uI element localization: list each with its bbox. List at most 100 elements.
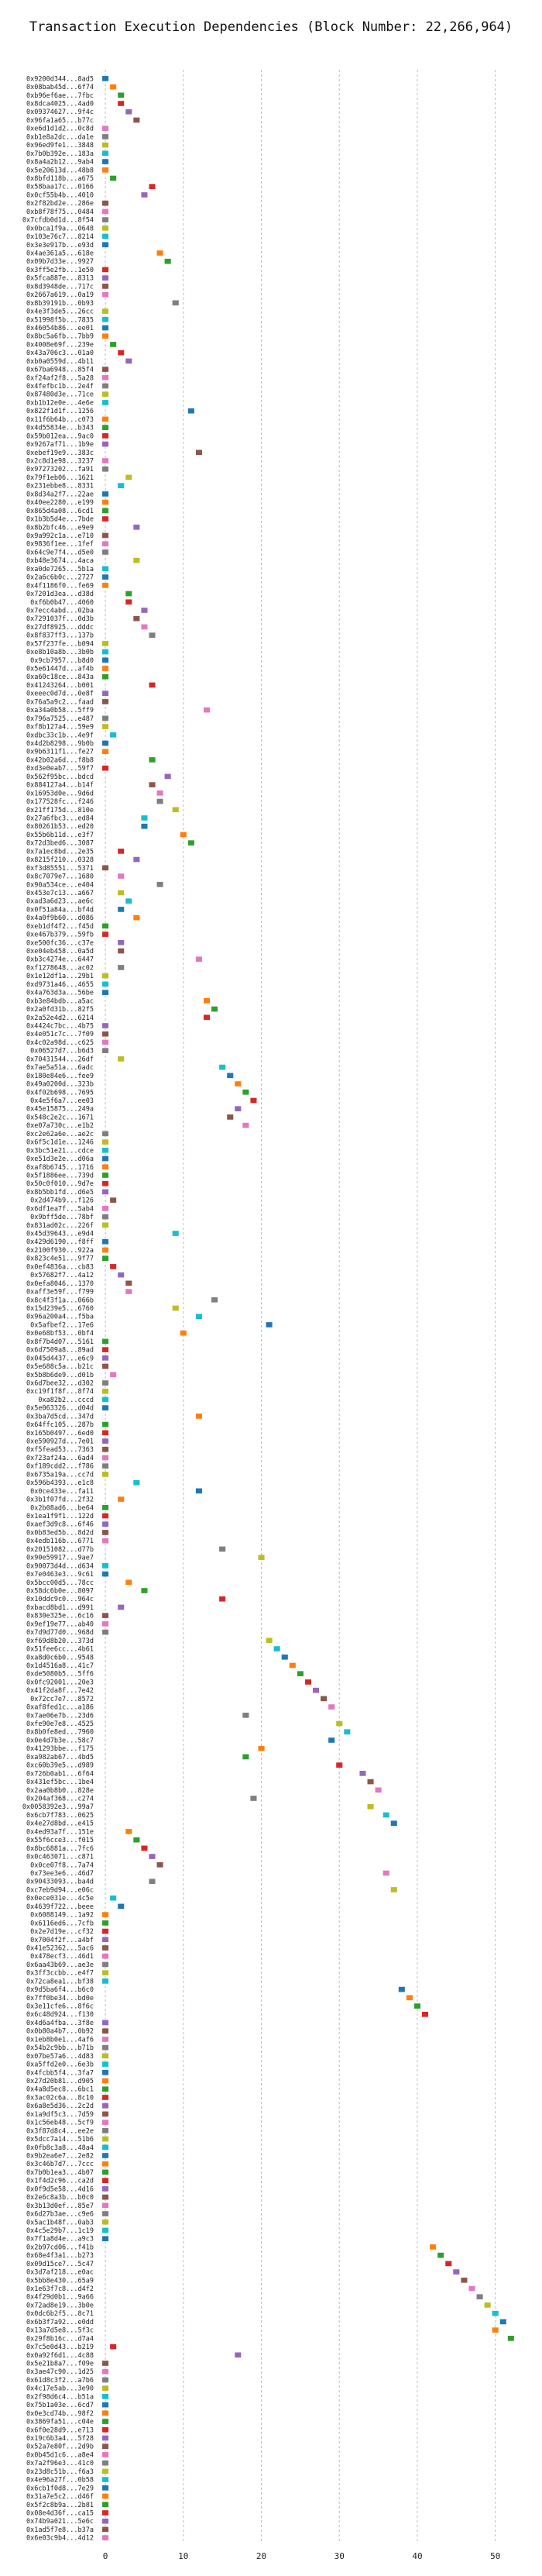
- execution-bar: [102, 1238, 109, 1245]
- y-tick-label: 0x6d7509a8...89ad: [26, 1347, 94, 1355]
- y-tick-label: 0x7ff0be34...bd0e: [26, 1995, 94, 2003]
- execution-bar: [492, 2327, 499, 2333]
- execution-bar: [125, 898, 132, 904]
- y-tick-label: 0x4fefbc1b...2e4f: [26, 383, 94, 391]
- y-tick-label: 0xeeec0d7d...0e8f: [26, 690, 94, 698]
- execution-bar: [102, 1463, 109, 1469]
- execution-bar: [102, 284, 109, 289]
- y-tick-label: 0x68e4f3a1...b273: [26, 2252, 94, 2260]
- execution-bar: [102, 973, 109, 979]
- execution-bar: [125, 474, 132, 480]
- execution-bar: [110, 1372, 117, 1378]
- execution-bar: [102, 233, 109, 239]
- execution-bar: [102, 1521, 109, 1527]
- execution-bar: [359, 1771, 366, 1776]
- execution-bar: [102, 699, 109, 704]
- execution-bar: [102, 2128, 109, 2133]
- y-tick-label: 0x8bfd118b...a675: [26, 175, 94, 183]
- execution-bar: [102, 2037, 109, 2042]
- y-tick-label: 0xaf8b6745...1716: [26, 1164, 94, 1172]
- execution-bar: [102, 2169, 109, 2175]
- y-tick-label: 0x6df1ea7f...5ab4: [26, 1205, 94, 1213]
- y-tick-label: 0x3b1f07fd...2f32: [26, 1496, 94, 1504]
- execution-bar: [102, 1571, 109, 1577]
- y-tick-label: 0x23d8c51b...f6a3: [26, 2468, 94, 2476]
- y-tick-label: 0xf8b127a4...59e9: [26, 724, 94, 732]
- y-tick-label: 0x5f2c8b9a...2b81: [26, 2502, 94, 2509]
- execution-bar: [235, 1081, 242, 1087]
- y-tick-label: 0xa5ffd2e0...6e3b: [26, 2061, 94, 2069]
- execution-bar: [321, 1696, 328, 1702]
- execution-bar: [125, 1289, 132, 1294]
- y-tick-label: 0x823c4e51...9f77: [26, 1255, 94, 1263]
- y-tick-label: 0x5e21b8a7...f09e: [26, 2361, 94, 2368]
- y-tick-label: 0x5bcc00d5...78cc: [26, 1579, 94, 1587]
- y-tick-label: 0x90e59917...9ae7: [26, 1555, 94, 1562]
- execution-bar: [102, 532, 109, 539]
- y-tick-label: 0xa82b2...cccd: [38, 1396, 94, 1404]
- execution-bar: [102, 391, 109, 398]
- execution-bar: [242, 1754, 249, 1760]
- execution-bar: [164, 258, 171, 264]
- y-tick-label: 0x90a534ce...e404: [26, 881, 94, 889]
- y-tick-label: 0x5afbef2...17e6: [30, 1321, 94, 1329]
- execution-bar: [266, 1322, 273, 1328]
- y-tick-label: 0x96a200a4...f5ba: [26, 1314, 94, 1321]
- y-tick-label: 0x5e688c5a...b21c: [26, 1363, 94, 1371]
- y-tick-label: 0x27a6fbc3...ed84: [26, 814, 94, 822]
- execution-bar: [102, 2477, 109, 2482]
- execution-bar: [242, 1712, 249, 1718]
- execution-bar: [102, 1421, 109, 1427]
- execution-bar: [102, 673, 109, 680]
- y-tick-label: 0x0efa8046...1370: [26, 1280, 94, 1288]
- y-tick-label: 0x796a7525...e487: [26, 715, 94, 723]
- y-tick-label: 0x90073d4d...d634: [26, 1562, 94, 1570]
- execution-bar: [156, 1861, 163, 1868]
- execution-bar: [102, 1629, 109, 1635]
- y-tick-label: 0x5dcc7a14...51b6: [26, 2136, 94, 2144]
- execution-bars: [102, 76, 514, 2540]
- y-tick-label: 0xa0de7265...5b1a: [26, 566, 94, 573]
- y-tick-label: 0x57f237fe...b094: [26, 640, 94, 648]
- execution-bar: [422, 2011, 429, 2017]
- y-tick-label: 0x2e6c8a3b...b0c0: [26, 2194, 94, 2202]
- y-tick-label: 0x0ece031e...4c5e: [26, 1895, 94, 1903]
- y-tick-label: 0x6aa43b69...ae3e: [26, 1961, 94, 1969]
- y-tick-label: 0x4c02a98d...c625: [26, 1039, 94, 1047]
- execution-bar: [102, 499, 109, 505]
- y-tick-label: 0x4edb116b...6771: [26, 1538, 94, 1545]
- y-tick-label: 0x884127a4...b14f: [26, 782, 94, 790]
- execution-bar: [336, 1720, 343, 1727]
- execution-bar: [219, 1546, 226, 1552]
- execution-bar: [102, 2136, 109, 2142]
- execution-bar: [133, 856, 140, 863]
- y-tick-label: 0x5bb8e430...65a9: [26, 2277, 94, 2285]
- y-tick-label: 0xb48e3674...4aca: [26, 557, 94, 565]
- y-tick-label: 0x45e15875...249a: [26, 1106, 94, 1114]
- y-tick-label: 0xb3e84bdb...a5ac: [26, 997, 94, 1005]
- execution-bar: [102, 466, 109, 472]
- execution-bar: [118, 965, 125, 970]
- execution-bar: [102, 1147, 109, 1153]
- execution-bar: [118, 1604, 125, 1610]
- execution-bar: [102, 1206, 109, 1211]
- execution-bar: [125, 1280, 132, 1286]
- execution-bar: [118, 1272, 125, 1278]
- execution-bar: [102, 1338, 109, 1345]
- y-tick-label: 0x90433093...ba4d: [26, 1879, 94, 1886]
- execution-bar: [102, 1513, 109, 1519]
- y-tick-label: 0x7201d3ea...d38d: [26, 591, 94, 598]
- execution-bar: [102, 574, 109, 580]
- execution-bar: [102, 491, 109, 497]
- execution-bar: [102, 2410, 109, 2416]
- execution-bar: [406, 1995, 413, 2001]
- y-tick-label: 0xb3c4274e...6447: [26, 956, 94, 964]
- y-tick-label: 0x6b3f7a92...e0dd: [26, 2319, 94, 2326]
- execution-bar: [102, 2361, 109, 2366]
- y-tick-label: 0xc2e62a6e...ae2c: [26, 1131, 94, 1138]
- execution-bar: [102, 2078, 109, 2084]
- y-tick-label: 0x9d5ba6f4...b6c0: [26, 1986, 94, 1994]
- y-tick-label: 0x40ee2280...e199: [26, 499, 94, 507]
- y-tick-label: 0x7b0b392e...183a: [26, 150, 94, 158]
- y-tick-label: 0x4e5f6a7...ee03: [30, 1097, 94, 1105]
